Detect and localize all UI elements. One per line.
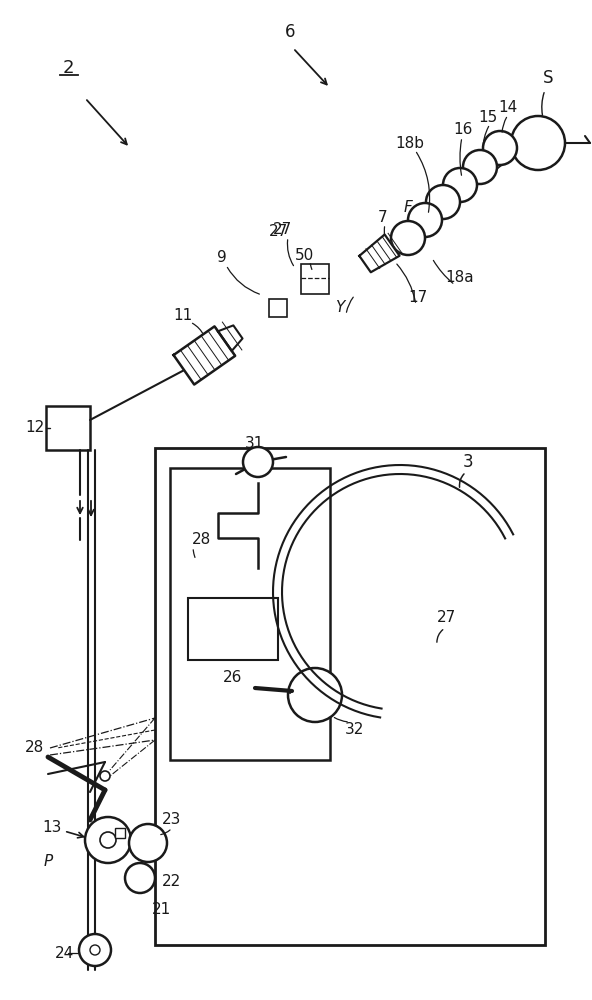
Text: Y: Y xyxy=(335,300,345,316)
Text: 14: 14 xyxy=(498,101,517,115)
Circle shape xyxy=(463,150,497,184)
Text: 27: 27 xyxy=(268,225,288,239)
Text: P: P xyxy=(43,854,53,869)
Text: 11: 11 xyxy=(173,308,192,322)
Text: 17: 17 xyxy=(408,290,427,306)
Text: 28: 28 xyxy=(192,532,211,548)
Text: 22: 22 xyxy=(162,874,181,890)
Text: 13: 13 xyxy=(42,820,62,836)
Circle shape xyxy=(79,934,111,966)
Text: F: F xyxy=(404,200,413,216)
Text: 50: 50 xyxy=(295,247,314,262)
Circle shape xyxy=(85,817,131,863)
Bar xyxy=(269,299,287,317)
Text: 15: 15 xyxy=(478,110,498,125)
Text: 24: 24 xyxy=(56,946,75,960)
Bar xyxy=(46,406,90,450)
Text: 28: 28 xyxy=(25,740,44,756)
Bar xyxy=(155,448,545,945)
Circle shape xyxy=(243,447,273,477)
Text: 18a: 18a xyxy=(446,270,474,286)
Circle shape xyxy=(408,203,442,237)
Text: 21: 21 xyxy=(152,902,171,918)
Circle shape xyxy=(90,945,100,955)
Text: 9: 9 xyxy=(217,250,227,265)
Circle shape xyxy=(100,771,110,781)
Text: 27: 27 xyxy=(272,223,292,237)
Circle shape xyxy=(129,824,167,862)
Text: 23: 23 xyxy=(162,812,182,828)
Bar xyxy=(115,828,125,838)
Circle shape xyxy=(483,131,517,165)
Text: 6: 6 xyxy=(285,23,295,41)
Bar xyxy=(170,468,330,760)
Text: 18b: 18b xyxy=(395,135,424,150)
Circle shape xyxy=(125,863,155,893)
Circle shape xyxy=(511,116,565,170)
Text: 26: 26 xyxy=(223,670,243,686)
Circle shape xyxy=(443,168,477,202)
Circle shape xyxy=(426,185,460,219)
Text: 2: 2 xyxy=(62,59,74,77)
Text: 7: 7 xyxy=(378,211,388,226)
Text: 32: 32 xyxy=(345,722,365,738)
Circle shape xyxy=(391,221,425,255)
Polygon shape xyxy=(359,234,400,272)
Text: 3: 3 xyxy=(463,453,474,471)
Text: 31: 31 xyxy=(244,436,263,450)
Bar xyxy=(301,264,329,294)
Polygon shape xyxy=(173,326,235,385)
Bar xyxy=(188,598,278,660)
Text: S: S xyxy=(543,69,554,87)
Text: 27: 27 xyxy=(437,610,456,626)
Circle shape xyxy=(100,832,116,848)
Text: 12: 12 xyxy=(25,420,44,436)
Text: 16: 16 xyxy=(453,122,472,137)
Polygon shape xyxy=(218,325,243,351)
Circle shape xyxy=(288,668,342,722)
